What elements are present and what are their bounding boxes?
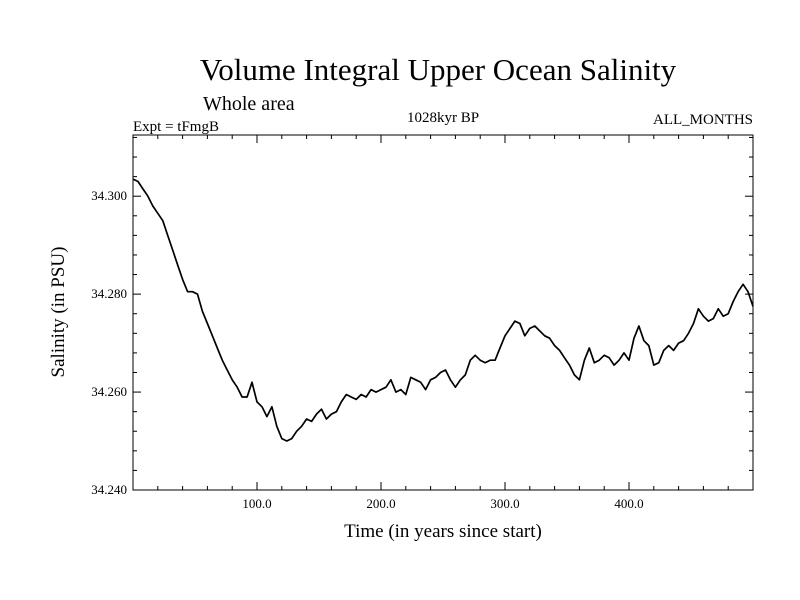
y-tick-label: 34.240 — [91, 482, 127, 497]
x-tick-label: 400.0 — [614, 496, 643, 511]
salinity-line — [132, 178, 754, 442]
y-tick-label: 34.280 — [91, 286, 127, 301]
chart-title: Volume Integral Upper Ocean Salinity — [200, 52, 677, 87]
y-axis-label: Salinity (in PSU) — [48, 247, 69, 378]
period-label: 1028kyr BP — [407, 110, 479, 126]
plot-frame — [132, 134, 754, 491]
x-tick-label: 100.0 — [242, 496, 271, 511]
y-tick-label: 34.260 — [91, 384, 127, 399]
axis-ticks: 34.240 34.260 34.280 34.300 100.0 200.0 300.0 4… — [91, 135, 753, 511]
chart-subtitle: Whole area — [203, 93, 295, 115]
experiment-label: Expt = tFmgB — [133, 119, 219, 135]
x-axis-label: Time (in years since start) — [344, 521, 542, 542]
x-tick-label: 300.0 — [490, 496, 519, 511]
y-tick-label: 34.300 — [91, 188, 127, 203]
months-label: ALL_MONTHS — [653, 112, 753, 128]
x-tick-label: 200.0 — [366, 496, 395, 511]
